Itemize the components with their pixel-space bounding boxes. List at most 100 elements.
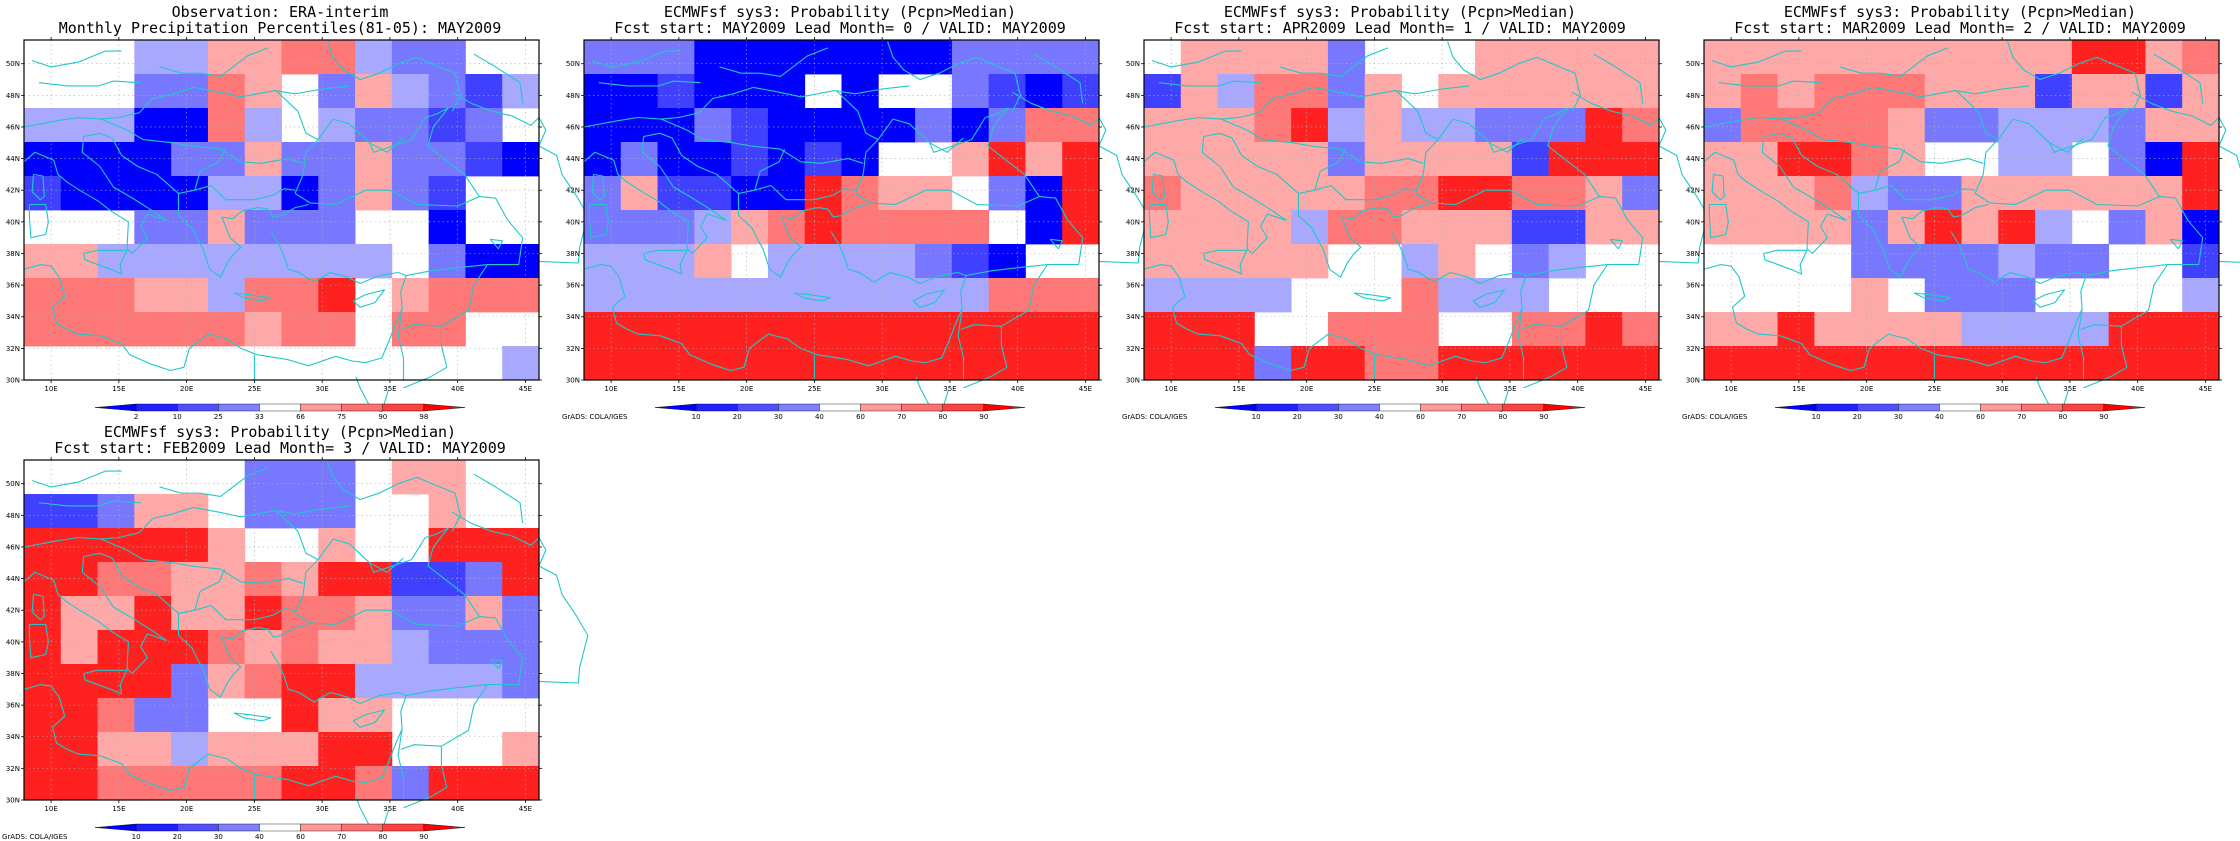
grid-cell bbox=[281, 494, 319, 529]
lon-tick-label: 30E bbox=[1995, 385, 2008, 393]
grid-cell bbox=[1438, 210, 1476, 245]
coastline bbox=[275, 510, 319, 561]
grid-cell bbox=[951, 278, 990, 313]
grid-cell bbox=[657, 278, 695, 313]
lon-tick-label: 15E bbox=[1792, 385, 1805, 393]
grid-cell bbox=[1998, 312, 2036, 347]
grid-cell bbox=[1217, 176, 1255, 211]
grid-cell bbox=[1998, 176, 2036, 211]
colorbar-label: 80 bbox=[2058, 413, 2067, 421]
grid-cell bbox=[391, 562, 430, 597]
grid-cell bbox=[620, 346, 658, 381]
coastline bbox=[598, 80, 701, 87]
coastline bbox=[719, 47, 829, 77]
grid-cell bbox=[134, 528, 172, 563]
grid-cell bbox=[1777, 40, 1815, 75]
coastline bbox=[1711, 173, 1725, 201]
grid-cell bbox=[804, 108, 842, 143]
colorbar-segment bbox=[259, 403, 301, 412]
grid-cell bbox=[171, 74, 209, 109]
lat-tick-label: 50N bbox=[566, 60, 580, 68]
colorbar-label: 30 bbox=[1334, 413, 1343, 421]
grid-cell bbox=[841, 278, 879, 313]
grid-cell bbox=[951, 40, 990, 75]
grid-cell bbox=[694, 278, 732, 313]
grid-cell bbox=[1924, 244, 1962, 279]
grid-cell bbox=[1704, 142, 1742, 177]
grid-cell bbox=[281, 40, 319, 75]
coastline bbox=[159, 47, 269, 77]
lat-tick-label: 44N bbox=[6, 575, 20, 583]
coastline bbox=[400, 684, 488, 750]
colorbar: 10 20 30 40 60 70 80 90 bbox=[654, 403, 1026, 421]
grid-cell bbox=[2145, 210, 2183, 245]
lat-tick-label: 36N bbox=[6, 282, 20, 290]
map-plot: 10E 15E 20E 25E 30E 35E 40E 45E 30N 32N 34N 36N 38N 4… bbox=[1686, 37, 2240, 421]
grid-cell bbox=[1887, 346, 1926, 381]
colorbar-segment bbox=[218, 403, 260, 412]
colorbar-label: 40 bbox=[815, 413, 824, 421]
lon-tick-label: 20E bbox=[180, 805, 193, 813]
grid-cell bbox=[428, 74, 466, 109]
grid-cell bbox=[2035, 312, 2073, 347]
grid-cell bbox=[1851, 176, 1889, 211]
grid-cell bbox=[134, 698, 172, 733]
grid-cell bbox=[428, 40, 466, 75]
grid-cell bbox=[2035, 176, 2073, 211]
grid-cell bbox=[1851, 210, 1889, 245]
coastline bbox=[538, 145, 589, 264]
grid-cell bbox=[244, 244, 282, 279]
coastline bbox=[23, 505, 350, 548]
lat-tick-label: 32N bbox=[566, 345, 580, 353]
grid-cell bbox=[24, 142, 62, 177]
coastline bbox=[397, 308, 405, 380]
lon-tick-label: 10E bbox=[604, 385, 617, 393]
grid-cell bbox=[1924, 346, 1962, 381]
lon-tick-label: 40E bbox=[451, 385, 464, 393]
map-plot: 10E 15E 20E 25E 30E 35E 40E 45E 30N 32N 34N 36N 38N 4… bbox=[1126, 37, 1709, 421]
grid-cell bbox=[207, 766, 246, 801]
grid-cell bbox=[1475, 40, 1513, 75]
grid-cell bbox=[731, 312, 769, 347]
grid-cell bbox=[1364, 346, 1402, 381]
grid-cell bbox=[355, 732, 393, 767]
colorbar-segment bbox=[177, 823, 219, 832]
grid-cell bbox=[97, 732, 135, 767]
grid-cell bbox=[878, 278, 916, 313]
grid-cell bbox=[1740, 40, 1778, 75]
grid-cell bbox=[1585, 108, 1623, 143]
grid-cell bbox=[1887, 40, 1926, 75]
grid-cell bbox=[171, 630, 209, 665]
lat-tick-label: 30N bbox=[6, 377, 20, 385]
grid-cell bbox=[244, 40, 282, 75]
coastline bbox=[1098, 145, 1149, 264]
grid-cell bbox=[60, 108, 98, 143]
colorbar-segment bbox=[778, 403, 820, 412]
grid-cell bbox=[391, 278, 430, 313]
grid-cell bbox=[1887, 210, 1926, 245]
grid-cells bbox=[1704, 40, 2220, 381]
grid-cell bbox=[1548, 74, 1586, 109]
colorbar-segment bbox=[1774, 403, 1817, 412]
grid-cell bbox=[1851, 74, 1889, 109]
colorbar-label: 10 bbox=[1252, 413, 1261, 421]
coastline bbox=[327, 461, 461, 532]
axis-ticks: 10E 15E 20E 25E 30E 35E 40E 45E 30N 32N 34N 36N 38N 4… bbox=[1126, 37, 1662, 393]
grid-cell bbox=[2145, 108, 2183, 143]
grid-cell bbox=[1511, 142, 1550, 177]
coastline bbox=[1314, 148, 1346, 191]
grid-cell bbox=[1062, 108, 1100, 143]
lon-tick-label: 25E bbox=[808, 385, 821, 393]
grid-cell bbox=[207, 596, 246, 631]
grid-cell bbox=[584, 312, 622, 347]
lat-tick-label: 34N bbox=[1686, 313, 1700, 321]
grid-cell bbox=[465, 74, 503, 109]
grid-cell bbox=[731, 210, 769, 245]
grid-cell bbox=[1777, 74, 1815, 109]
colorbar-label: 60 bbox=[856, 413, 865, 421]
lon-tick-label: 30E bbox=[875, 385, 888, 393]
grid-cell bbox=[1475, 210, 1513, 245]
grid-cell bbox=[318, 698, 356, 733]
axis-ticks: 10E 15E 20E 25E 30E 35E 40E 45E 30N 32N 34N 36N 38N 4… bbox=[566, 37, 1102, 393]
lon-tick-label: 35E bbox=[2063, 385, 2076, 393]
